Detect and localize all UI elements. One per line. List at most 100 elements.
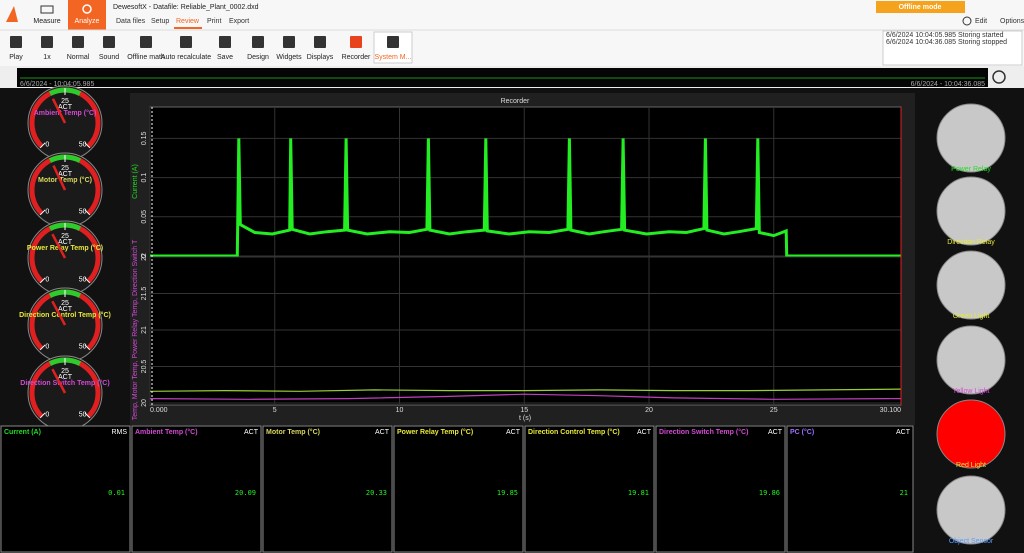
display-mode: ACT xyxy=(637,429,652,436)
gauge-tick xyxy=(39,142,46,149)
lamp xyxy=(936,176,1006,246)
lamp-label: Direction Relay xyxy=(947,239,995,246)
gauge-tick-label: 25 xyxy=(61,368,69,375)
header-bg xyxy=(0,0,1024,66)
display-label: PC (°C) xyxy=(790,428,814,436)
display-mode: RMS xyxy=(111,429,127,436)
tab[interactable]: Print xyxy=(207,18,221,25)
lamp-label: Power Relay xyxy=(951,166,991,173)
lamp xyxy=(936,250,1006,320)
gauge-label: Power Relay Temp (°C) xyxy=(27,244,103,252)
toolbar-button[interactable]: 1x xyxy=(43,54,51,61)
recorder-title: Recorder xyxy=(501,98,530,105)
toolbar-button[interactable]: System M... xyxy=(375,54,412,61)
tab[interactable]: Review xyxy=(176,18,200,25)
toolbar-icon xyxy=(219,36,231,48)
gauge-tick-label: 0 xyxy=(45,209,49,216)
analyze-button[interactable]: Analyze xyxy=(75,18,100,25)
gauge-tick-label: 0 xyxy=(45,344,49,351)
tab-underline xyxy=(174,27,202,29)
gauge-mode: ACT xyxy=(58,306,73,313)
gauge-tick xyxy=(84,277,91,284)
lamp xyxy=(936,475,1006,545)
gauge-tick-label: 0 xyxy=(45,142,49,149)
gauge-tick-label: 0 xyxy=(45,412,49,419)
toolbar-button[interactable]: Normal xyxy=(67,54,90,61)
lamp-label: Red Light xyxy=(956,462,986,469)
toolbar-button[interactable]: Save xyxy=(217,54,233,61)
display-value: 20.09 xyxy=(235,489,256,497)
toolbar-icon xyxy=(314,36,326,48)
signal-line xyxy=(149,388,902,392)
y-tick-label: 20.5 xyxy=(141,360,148,374)
x-tick-label: 30.100 xyxy=(880,407,902,414)
gauge-label: Ambient Temp (°C) xyxy=(34,109,97,117)
lamp-label: Green Light xyxy=(953,313,990,320)
gauge-tick-label: 50 xyxy=(79,412,87,419)
display-label: Direction Switch Temp (°C) xyxy=(659,428,748,436)
tab[interactable]: Data files xyxy=(116,18,146,25)
display-label: Current (A) xyxy=(4,429,41,436)
gauge-tick-label: 50 xyxy=(79,344,87,351)
gauge-tick-label: 50 xyxy=(79,142,87,149)
display-panel xyxy=(655,425,786,553)
edit-button[interactable]: Edit xyxy=(975,18,987,25)
gauge-label: Direction Switch Temp (°C) xyxy=(20,379,109,387)
x-tick-label: 0.000 xyxy=(150,407,168,414)
gauge-tick-label: 25 xyxy=(61,165,69,172)
toolbar-icon xyxy=(252,36,264,48)
measure-button[interactable]: Measure xyxy=(33,18,60,25)
display-value: 21 xyxy=(900,489,908,497)
toolbar-button[interactable]: Auto recalculate xyxy=(161,54,211,61)
y-tick-label: 21 xyxy=(141,326,148,334)
toolbar-icon xyxy=(387,36,399,48)
display-label: Ambient Temp (°C) xyxy=(135,428,198,436)
gauge-tick-label: 50 xyxy=(79,209,87,216)
display-panel xyxy=(786,425,914,553)
edit-icon xyxy=(962,16,972,26)
display-value: 0.01 xyxy=(108,489,125,497)
display-mode: ACT xyxy=(896,429,911,436)
gauge-mode: ACT xyxy=(58,104,73,111)
display-label: Motor Temp (°C) xyxy=(266,428,320,436)
tab[interactable]: Setup xyxy=(151,18,169,25)
display-panel xyxy=(262,425,393,553)
log-line: 6/6/2024 10:04:05.985 Storing started xyxy=(886,32,1004,39)
toolbar-button[interactable]: Displays xyxy=(307,54,334,61)
toolbar-icon xyxy=(41,36,53,48)
toolbar-button[interactable]: Offline math xyxy=(127,54,165,61)
gauge-tick xyxy=(84,344,91,351)
display-panel xyxy=(393,425,524,553)
gauge-label: Motor Temp (°C) xyxy=(38,176,92,184)
toolbar-icon xyxy=(72,36,84,48)
lamp-label: Yellow Light xyxy=(952,388,989,395)
display-mode: ACT xyxy=(768,429,783,436)
gauge-needle xyxy=(51,300,67,326)
overview-start: 6/6/2024 - 10:04:05.985 xyxy=(20,81,94,88)
gauge-tick xyxy=(39,209,46,216)
display-value: 20.33 xyxy=(366,489,387,497)
toolbar-button[interactable]: Recorder xyxy=(342,54,371,61)
y-tick-label: 0 xyxy=(141,254,148,258)
display-mode: ACT xyxy=(244,429,259,436)
toolbar-button[interactable]: Design xyxy=(247,54,269,61)
gauge-mode: ACT xyxy=(58,171,73,178)
display-value: 19.81 xyxy=(628,489,649,497)
y-tick-label: 22 xyxy=(141,253,148,261)
offline-mode-bg[interactable] xyxy=(876,1,965,13)
display-label: Direction Control Temp (°C) xyxy=(528,428,620,436)
signal-line xyxy=(150,138,901,258)
toolbar-button[interactable]: Play xyxy=(9,54,23,61)
tab[interactable]: Export xyxy=(229,18,249,25)
y-axis-label: Current (A) xyxy=(132,164,139,199)
log-box xyxy=(882,30,1023,66)
overview-clock[interactable] xyxy=(992,70,1006,84)
toolbar-button[interactable]: Widgets xyxy=(276,54,302,61)
log-line: 6/6/2024 10:04:36.085 Storing stopped xyxy=(886,39,1007,46)
toolbar-button[interactable]: Sound xyxy=(99,54,119,61)
gauge-tick xyxy=(39,344,46,351)
gauge-tick xyxy=(84,412,91,419)
display-mode: ACT xyxy=(375,429,390,436)
display-value: 19.85 xyxy=(497,489,518,497)
options-button[interactable]: Options xyxy=(1000,18,1024,25)
